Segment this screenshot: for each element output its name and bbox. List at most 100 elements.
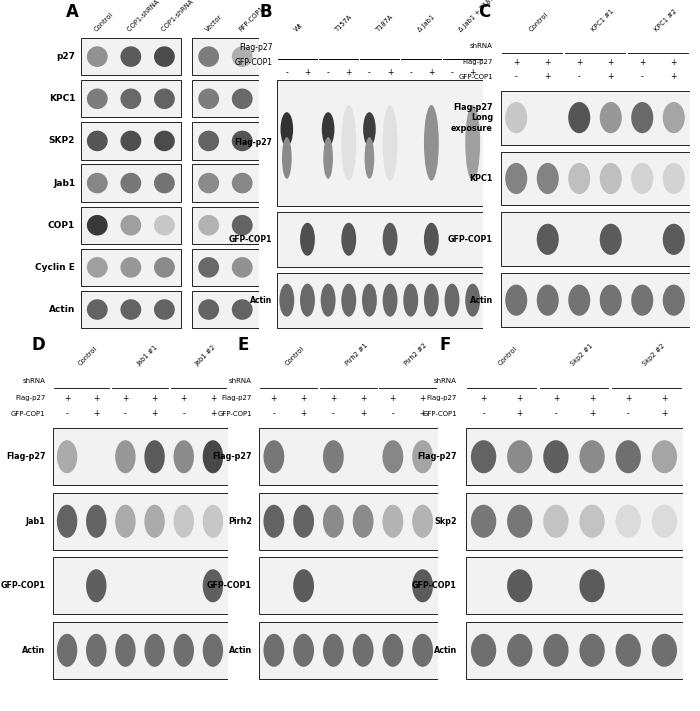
- Ellipse shape: [300, 223, 315, 256]
- Ellipse shape: [116, 634, 136, 667]
- Ellipse shape: [631, 102, 653, 133]
- Text: -: -: [578, 73, 580, 81]
- Ellipse shape: [537, 163, 559, 194]
- Text: Vector: Vector: [204, 14, 224, 33]
- Ellipse shape: [471, 505, 496, 538]
- Ellipse shape: [232, 215, 253, 235]
- Bar: [192, 122, 259, 160]
- Ellipse shape: [198, 299, 219, 320]
- Text: Actin: Actin: [229, 646, 252, 655]
- Bar: [192, 249, 259, 286]
- Text: KPC1: KPC1: [470, 174, 493, 183]
- Text: -: -: [391, 409, 394, 418]
- Text: GFP-COP1: GFP-COP1: [207, 582, 252, 590]
- Text: +: +: [662, 394, 668, 402]
- Ellipse shape: [412, 505, 433, 538]
- Text: -: -: [286, 68, 288, 77]
- Text: +: +: [589, 409, 595, 418]
- Text: -: -: [183, 409, 185, 418]
- Ellipse shape: [116, 505, 136, 538]
- Text: +: +: [93, 394, 99, 402]
- Text: +: +: [300, 409, 307, 418]
- Text: GFP-COP1: GFP-COP1: [412, 582, 457, 590]
- Text: +: +: [517, 409, 523, 418]
- Text: Flag-p27: Flag-p27: [15, 395, 46, 401]
- Text: A: A: [66, 3, 79, 21]
- Ellipse shape: [580, 570, 605, 602]
- Ellipse shape: [568, 163, 590, 194]
- Text: D: D: [32, 336, 46, 354]
- Ellipse shape: [424, 284, 439, 316]
- Bar: [276, 80, 483, 206]
- Bar: [466, 622, 682, 679]
- Text: -: -: [515, 73, 517, 81]
- Ellipse shape: [507, 570, 533, 602]
- Text: Control: Control: [284, 346, 306, 367]
- Ellipse shape: [293, 570, 314, 602]
- Text: Jab1: Jab1: [26, 517, 46, 525]
- Ellipse shape: [505, 284, 527, 316]
- Text: Flag-p27: Flag-p27: [463, 60, 493, 65]
- Text: Flag-p27: Flag-p27: [426, 395, 457, 401]
- Ellipse shape: [505, 163, 527, 194]
- Ellipse shape: [116, 440, 136, 474]
- Text: Flag-p27
Long
exposure: Flag-p27 Long exposure: [451, 102, 493, 132]
- Text: Control: Control: [93, 11, 114, 33]
- Ellipse shape: [353, 505, 374, 538]
- Text: C: C: [478, 3, 490, 21]
- Text: Jab1 #2: Jab1 #2: [194, 344, 217, 367]
- Ellipse shape: [615, 634, 641, 667]
- Ellipse shape: [663, 163, 685, 194]
- Ellipse shape: [198, 257, 219, 278]
- Ellipse shape: [263, 505, 284, 538]
- Ellipse shape: [87, 131, 108, 151]
- Ellipse shape: [663, 224, 685, 255]
- Ellipse shape: [580, 505, 605, 538]
- Bar: [80, 249, 181, 286]
- Text: GFP-COP1: GFP-COP1: [1, 582, 46, 590]
- Text: Actin: Actin: [470, 296, 493, 305]
- Ellipse shape: [87, 215, 108, 235]
- Text: -: -: [410, 68, 412, 77]
- Text: Flag-p27: Flag-p27: [239, 43, 272, 52]
- Ellipse shape: [120, 299, 141, 320]
- Bar: [500, 273, 690, 327]
- Ellipse shape: [323, 634, 344, 667]
- Text: Control: Control: [528, 11, 549, 33]
- Text: Skp2 #1: Skp2 #1: [570, 343, 594, 367]
- Text: Δ Jab1 + T187A: Δ Jab1 + T187A: [458, 0, 499, 33]
- Ellipse shape: [120, 131, 141, 151]
- Bar: [259, 493, 438, 550]
- Text: Δ Jab1: Δ Jab1: [416, 14, 436, 33]
- Text: +: +: [517, 394, 523, 402]
- Text: COP1: COP1: [48, 220, 75, 230]
- Text: +: +: [419, 409, 426, 418]
- Ellipse shape: [57, 505, 77, 538]
- Ellipse shape: [232, 88, 253, 109]
- Text: +: +: [671, 58, 677, 67]
- Text: +: +: [346, 68, 352, 77]
- Bar: [80, 164, 181, 202]
- Text: +: +: [671, 73, 677, 81]
- Text: +: +: [64, 394, 70, 402]
- Ellipse shape: [232, 173, 253, 193]
- Ellipse shape: [363, 112, 376, 146]
- Ellipse shape: [505, 102, 527, 133]
- Ellipse shape: [543, 634, 568, 667]
- Ellipse shape: [652, 440, 677, 474]
- Text: +: +: [513, 58, 519, 67]
- Ellipse shape: [154, 46, 175, 67]
- Text: GFP-COP1: GFP-COP1: [217, 410, 252, 417]
- Text: +: +: [271, 394, 277, 402]
- Ellipse shape: [279, 284, 294, 316]
- Bar: [80, 122, 181, 160]
- Ellipse shape: [600, 163, 622, 194]
- Text: +: +: [390, 394, 396, 402]
- Ellipse shape: [383, 105, 398, 181]
- Ellipse shape: [87, 88, 108, 109]
- Ellipse shape: [652, 634, 677, 667]
- Bar: [192, 206, 259, 244]
- Ellipse shape: [198, 215, 219, 235]
- Ellipse shape: [120, 46, 141, 67]
- Text: Skp2 #2: Skp2 #2: [642, 342, 666, 367]
